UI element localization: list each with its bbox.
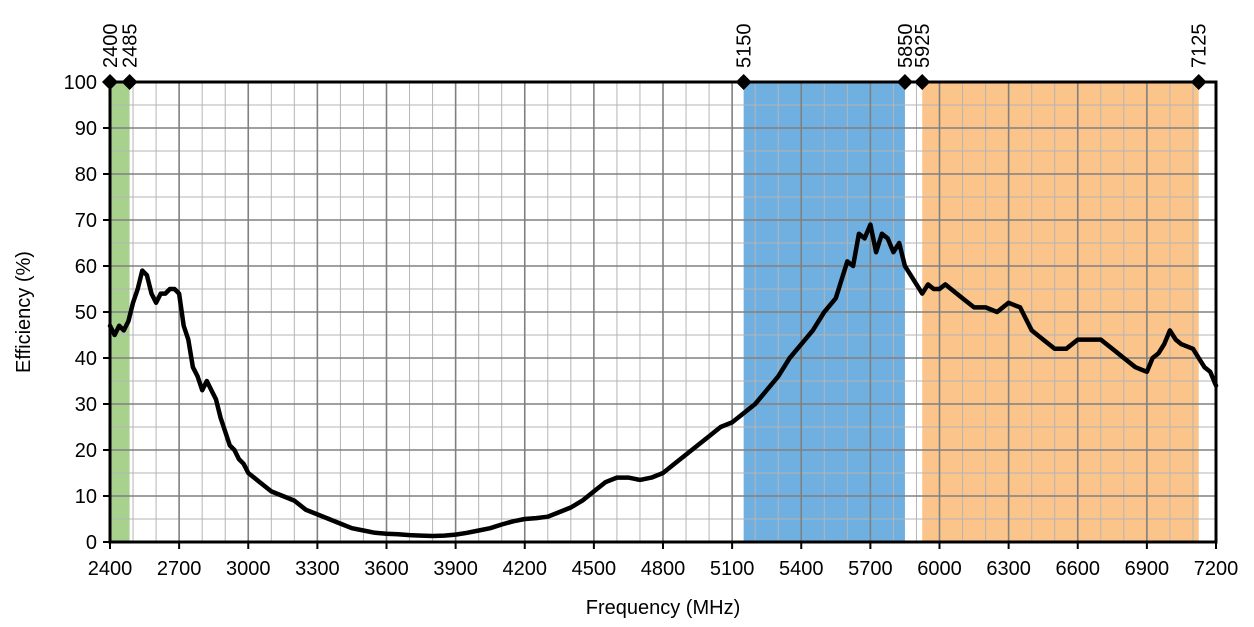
x-tick-label: 6300: [986, 558, 1031, 580]
y-tick-label: 30: [75, 394, 97, 416]
marker-label: 7125: [1189, 24, 1211, 69]
y-tick-label: 70: [75, 210, 97, 232]
x-tick-label: 7200: [1194, 558, 1239, 580]
marker-diamond: [102, 74, 118, 90]
marker-diamond: [121, 74, 138, 90]
marker-diamond: [735, 74, 752, 90]
y-tick-label: 100: [64, 72, 97, 94]
x-tick-label: 3900: [433, 558, 478, 580]
marker-diamond: [896, 74, 913, 90]
y-tick-labels: 0 10 20 30 40 50 60 70 80 90 100: [64, 72, 97, 554]
x-tick-label: 6900: [1125, 558, 1170, 580]
x-tick-label: 5400: [779, 558, 824, 580]
x-tick-label: 4800: [641, 558, 686, 580]
x-tick-label: 4200: [503, 558, 548, 580]
y-axis-label: Efficiency (%): [13, 251, 35, 373]
x-tick-label: 2700: [157, 558, 202, 580]
x-tick-label: 5700: [848, 558, 893, 580]
y-tick-label: 40: [75, 348, 97, 370]
y-tick-label: 60: [75, 256, 97, 278]
x-axis-label: Frequency (MHz): [586, 597, 740, 619]
x-tick-label: 3000: [226, 558, 271, 580]
x-tick-label: 3300: [295, 558, 340, 580]
y-tick-label: 80: [75, 164, 97, 186]
y-tick-label: 10: [75, 486, 97, 508]
marker-label: 5850: [895, 24, 917, 69]
x-tick-label: 3600: [364, 558, 409, 580]
y-tick-label: 20: [75, 440, 97, 462]
x-tick-label: 6600: [1056, 558, 1101, 580]
series-layer: [107, 222, 1219, 539]
x-tick-label: 2400: [88, 558, 133, 580]
y-tick-label: 50: [75, 302, 97, 324]
x-tick-labels: 2400 2700 3000 3300 3600 3900 4200 4500 4800 5100…: [88, 558, 1239, 580]
marker-diamond: [914, 74, 931, 90]
axis-ticks: [103, 81, 1217, 549]
marker-label: 2485: [120, 24, 142, 69]
x-tick-label: 5100: [710, 558, 755, 580]
efficiency-series-line-0: [107, 222, 1219, 539]
y-tick-label: 0: [86, 532, 97, 554]
marker-label: 5925: [912, 24, 934, 69]
x-tick-label: 6000: [917, 558, 962, 580]
marker-label: 5150: [734, 24, 756, 69]
marker-label: 2400: [100, 24, 122, 69]
x-tick-label: 4500: [572, 558, 617, 580]
y-tick-label: 90: [75, 118, 97, 140]
marker-diamond: [1190, 74, 1207, 90]
